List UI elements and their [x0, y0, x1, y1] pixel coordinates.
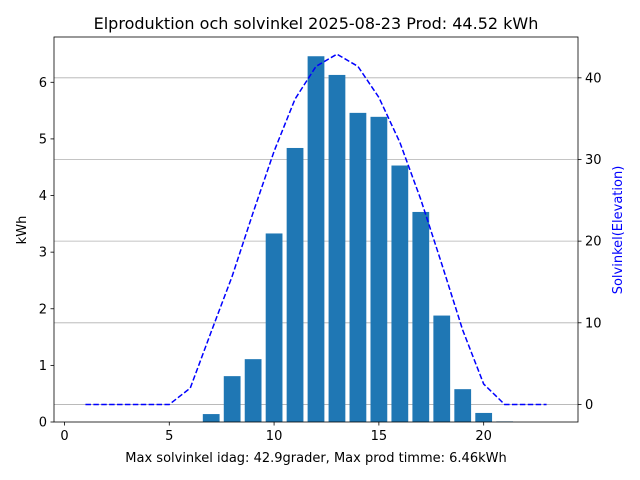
y-axis-left-label: kWh — [15, 216, 30, 245]
bar — [475, 412, 493, 422]
chart-title: Elproduktion och solvinkel 2025-08-23 Pr… — [94, 14, 539, 33]
bar — [202, 414, 220, 422]
bar — [328, 74, 346, 422]
y2-tick-label: 10 — [585, 316, 602, 331]
plot-frame — [53, 36, 579, 423]
y-tick-label: 4 — [39, 189, 47, 204]
y-axis-right-ticks: 0 10 20 30 40 — [578, 71, 602, 413]
x-axis-ticks: 0 5 10 15 20 — [60, 422, 492, 444]
y-tick-label: 5 — [39, 132, 47, 147]
bar — [223, 376, 241, 422]
x-tick-label: 5 — [165, 429, 173, 444]
elevation-series — [85, 53, 547, 406]
y2-tick-label: 20 — [585, 235, 602, 250]
bar — [412, 211, 430, 422]
bar — [391, 165, 409, 422]
bar — [244, 359, 262, 422]
bar — [454, 389, 472, 422]
x-tick-label: 20 — [475, 429, 492, 444]
y-tick-label: 2 — [39, 302, 47, 317]
bar — [433, 315, 451, 422]
bar-series — [202, 56, 514, 423]
y-axis-right-label: Solvinkel(Elevation) — [611, 166, 626, 295]
bar — [265, 233, 283, 422]
y-axis-left-ticks: 0 1 2 3 4 5 6 — [39, 76, 54, 431]
bar — [370, 116, 388, 423]
y2-tick-label: 0 — [585, 398, 593, 413]
y-tick-label: 3 — [39, 246, 47, 261]
elevation-line — [85, 53, 547, 406]
y-tick-label: 1 — [39, 359, 47, 374]
x-axis-label: Max solvinkel idag: 42.9grader, Max prod… — [125, 451, 506, 466]
bar — [307, 56, 325, 422]
bar — [286, 147, 304, 422]
y2-tick-label: 30 — [585, 153, 602, 168]
y-tick-label: 0 — [39, 416, 47, 431]
x-tick-label: 15 — [371, 429, 388, 444]
x-tick-label: 10 — [266, 429, 283, 444]
y-tick-label: 6 — [39, 76, 47, 91]
bar — [349, 112, 367, 422]
y2-tick-label: 40 — [585, 71, 602, 86]
x-tick-label: 0 — [60, 429, 68, 444]
